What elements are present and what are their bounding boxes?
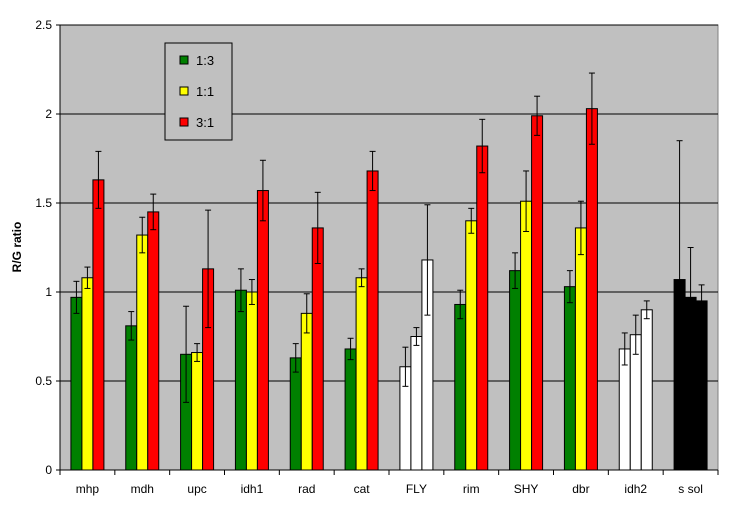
x-tick-label: SHY	[514, 482, 539, 496]
gridlines	[60, 24, 718, 382]
x-tick-label: mhp	[76, 482, 100, 496]
bar-cat-2	[355, 277, 368, 471]
bar-mdh-1	[125, 325, 138, 471]
x-tick-label: FLY	[406, 482, 427, 496]
bar-rim-3	[476, 145, 489, 471]
bar-upc-2	[191, 352, 204, 471]
bar-rad-3	[311, 227, 324, 471]
bar-idh2-3	[640, 309, 653, 471]
x-tick-label: mdh	[131, 482, 154, 496]
error-bars	[73, 72, 705, 419]
x-tick-label: s sol	[678, 482, 703, 496]
legend: 1:3 1:1 3:1	[164, 42, 233, 141]
x-tick-label: upc	[187, 482, 206, 496]
y-tick-label: 1	[45, 285, 52, 299]
bar-idh1-2	[245, 291, 258, 471]
legend-swatch-2	[179, 86, 189, 96]
x-tick-label: idh1	[241, 482, 264, 496]
bar-mdh-2	[136, 234, 149, 471]
bar-mhp-1	[70, 296, 83, 471]
y-tick-label: 2	[45, 107, 52, 121]
bar-dbr-3	[585, 108, 598, 471]
legend-label-3: 3:1	[196, 115, 214, 130]
bar-FLY-2	[410, 336, 423, 471]
y-tick-label: 2.5	[35, 18, 52, 32]
bar-idh2-2	[629, 334, 642, 471]
legend-swatch-3	[179, 117, 189, 127]
bar-idh2-1	[618, 348, 631, 471]
bar-rad-1	[289, 357, 302, 471]
x-tick-label: dbr	[572, 482, 589, 496]
bar-s-sol-3	[695, 300, 708, 471]
bar-idh1-1	[234, 289, 247, 471]
y-tick-labels: 0 0.5 1 1.5 2 2.5	[35, 18, 52, 477]
bar-SHY-2	[520, 200, 533, 471]
bar-dbr-1	[563, 286, 576, 471]
y-tick-label: 1.5	[35, 196, 52, 210]
legend-box	[164, 42, 233, 141]
bar-cat-1	[344, 348, 357, 471]
x-tick-label: rad	[298, 482, 315, 496]
legend-swatch-1	[179, 55, 189, 65]
x-tick-label: rim	[463, 482, 480, 496]
bar-dbr-2	[574, 227, 587, 471]
y-tick-label: 0	[45, 463, 52, 477]
legend-label-1: 1:3	[196, 53, 214, 68]
x-tick-labels: mhp mdh upc idh1 rad cat FLY rim SHY dbr idh2 s sol	[76, 482, 703, 496]
bar-mhp-3	[92, 179, 105, 471]
x-tick-label: cat	[354, 482, 371, 496]
bar-SHY-3	[531, 115, 544, 471]
bar-rad-2	[300, 312, 313, 471]
y-tick-label: 0.5	[35, 374, 52, 388]
bar-cat-3	[366, 170, 379, 471]
bar-rim-1	[454, 303, 467, 471]
legend-label-2: 1:1	[196, 84, 214, 99]
bar-mdh-3	[147, 211, 160, 471]
axes	[56, 24, 719, 475]
bar-SHY-1	[509, 270, 522, 471]
bar-mhp-2	[81, 277, 94, 471]
bar-idh1-3	[256, 190, 269, 471]
x-tick-label: idh2	[624, 482, 647, 496]
y-axis-title: R/G ratio	[10, 222, 24, 273]
bar-rim-2	[465, 220, 478, 471]
